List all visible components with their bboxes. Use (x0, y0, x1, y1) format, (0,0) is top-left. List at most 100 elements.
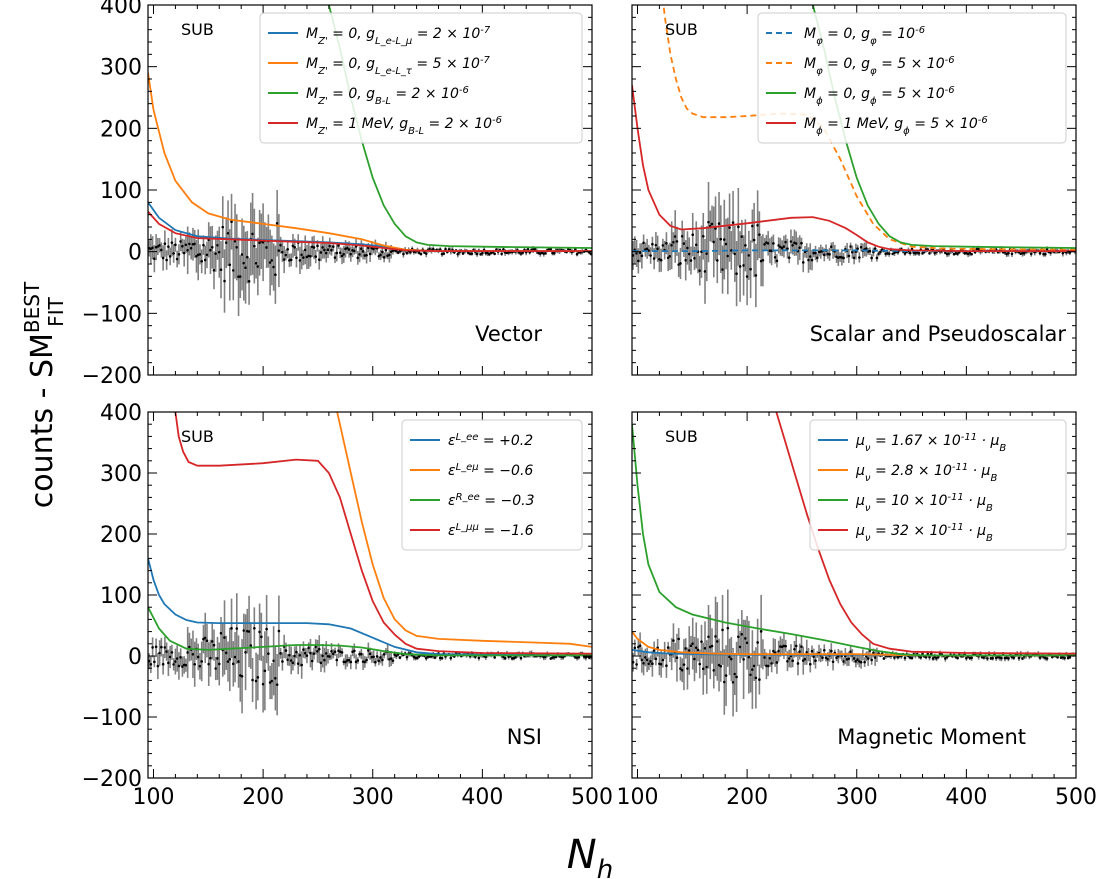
data-point (209, 248, 212, 252)
data-point (866, 657, 870, 660)
data-point (921, 252, 924, 255)
data-point (163, 646, 167, 649)
legend-entry: Mφ = 0, gφ = 5 × 10-6 (804, 55, 955, 77)
data-point (158, 651, 161, 655)
data-point (740, 632, 744, 636)
data-point (291, 244, 295, 248)
data-point (342, 253, 346, 256)
data-point (1022, 251, 1026, 255)
data-point (198, 253, 202, 256)
data-point (296, 662, 300, 665)
data-point (577, 655, 581, 659)
legend-box (809, 419, 1067, 551)
data-point (338, 251, 342, 255)
data-point (402, 252, 405, 256)
data-point (754, 274, 758, 277)
x-tick-label: 500 (571, 785, 613, 810)
data-point (477, 656, 481, 660)
data-point (316, 244, 319, 248)
data-point (198, 664, 202, 668)
data-point (240, 253, 244, 256)
data-point (561, 655, 565, 659)
series-line-1 (148, 558, 592, 657)
data-point (270, 679, 274, 683)
data-point (635, 663, 638, 666)
data-point (696, 648, 700, 652)
data-point (251, 232, 254, 236)
data-point (244, 650, 247, 654)
data-point (684, 647, 688, 650)
data-point (353, 249, 356, 253)
data-point (347, 658, 351, 662)
data-point (640, 254, 644, 258)
data-point (219, 268, 223, 272)
data-point (831, 660, 835, 664)
data-point (782, 245, 786, 248)
plot-area (632, 412, 1076, 717)
data-point (153, 257, 156, 261)
data-point (156, 664, 160, 668)
data-point (856, 247, 859, 251)
data-point (870, 658, 873, 662)
data-point (865, 247, 868, 250)
data-point (347, 248, 351, 251)
legend-box (259, 12, 583, 144)
data-point (405, 655, 409, 659)
data-point (193, 662, 197, 666)
data-point (730, 249, 733, 252)
axis-ticks (632, 411, 1077, 779)
data-point (770, 662, 773, 665)
legend: εL_ee = +0.2 εL_eμ = −0.6 εR_ee = −0.3 εL_μ… (401, 419, 583, 551)
data-point (786, 247, 789, 250)
data-point (675, 656, 679, 660)
data-point (312, 246, 316, 249)
panel-tag: SUB (665, 427, 698, 446)
data-point (903, 252, 907, 255)
data-point (284, 253, 288, 257)
legend-entry: μν = 2.8 × 10-11 · μB (855, 462, 997, 484)
data-point (784, 644, 788, 648)
data-point (673, 235, 677, 238)
plot-area (148, 412, 592, 716)
data-point (172, 252, 175, 255)
x-tick-labels: 100 200 300 400 500 (132, 785, 613, 810)
data-point (203, 258, 207, 262)
data-point (1029, 252, 1033, 256)
data-point (749, 673, 752, 677)
data-point (666, 256, 670, 260)
data-point (167, 661, 170, 665)
data-point (805, 650, 809, 654)
data-point (870, 256, 873, 260)
data-point (651, 662, 654, 666)
legend: μν = 1.67 × 10-11 · μB μν = 2.8 × 10-11 ·… (809, 419, 1067, 551)
legend: MZ' = 0, gL_e-L_μ = 2 × 10-7 MZ' = 0, gL_… (259, 12, 583, 144)
data-point (253, 626, 256, 630)
data-point (919, 656, 923, 659)
data-point (286, 248, 289, 251)
data-point (151, 646, 154, 649)
data-point (738, 645, 742, 649)
data-point (295, 256, 298, 260)
data-point (346, 246, 349, 250)
data-point (842, 256, 845, 260)
y-tick-labels: 400 300 200 100 0 −100 −200 (82, 0, 142, 389)
data-point (377, 659, 381, 663)
data-point (707, 220, 710, 224)
data-point (800, 645, 803, 648)
data-point (331, 652, 335, 656)
panel-tag: SUB (181, 20, 214, 39)
data-point (188, 645, 191, 649)
data-point (200, 660, 204, 663)
panel-tag: SUB (181, 427, 214, 446)
data-point (356, 256, 360, 260)
data-point (929, 652, 933, 656)
data-point (319, 661, 323, 665)
legend-entry: εL_μμ = −1.6 (448, 522, 534, 540)
data-point (230, 627, 233, 630)
data-point (810, 258, 814, 262)
data-point (803, 657, 807, 661)
data-point (712, 669, 716, 672)
data-point (793, 647, 796, 651)
data-point (670, 243, 673, 247)
data-point (728, 655, 731, 659)
